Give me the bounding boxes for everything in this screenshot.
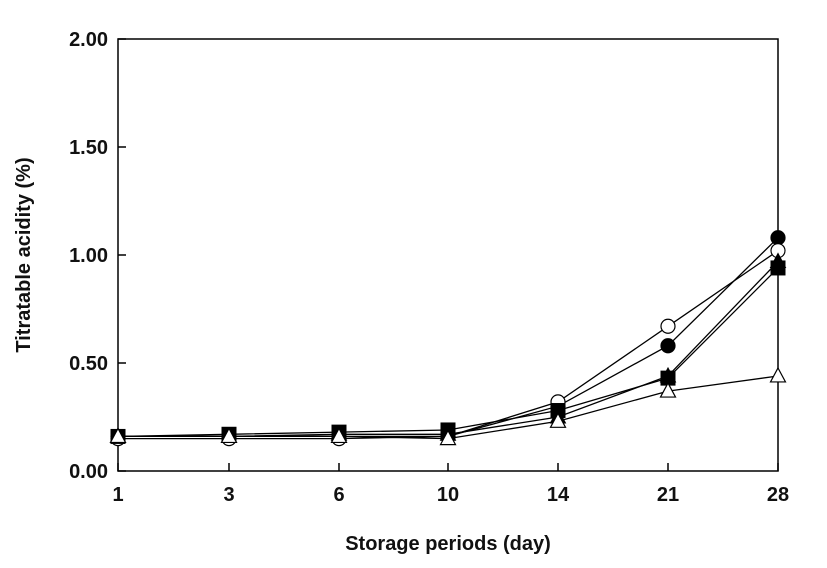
series-line-filled-circle — [118, 237, 779, 438]
x-tick-label: 10 — [437, 484, 459, 506]
data-point-open-circle — [660, 318, 676, 334]
x-tick-label: 6 — [333, 484, 344, 506]
x-tick-label: 1 — [112, 484, 123, 506]
x-tick-label: 14 — [547, 484, 570, 506]
y-tick-label: 2.00 — [69, 29, 108, 51]
data-point-filled-circle — [660, 338, 676, 354]
data-point-filled-triangle — [769, 252, 787, 268]
data-point-open-triangle — [769, 366, 787, 383]
data-point-open-triangle — [659, 381, 677, 398]
x-tick-label: 28 — [767, 484, 789, 506]
y-tick-label: 1.50 — [69, 137, 108, 159]
data-point-open-triangle — [109, 427, 127, 444]
x-axis-ticks: 1 3 6 10 14 21 28 — [112, 463, 789, 506]
y-tick-label: 0.00 — [69, 461, 108, 483]
y-axis-ticks: 0.00 0.50 1.00 1.50 2.00 — [69, 29, 126, 483]
series-line-filled-square — [117, 267, 779, 438]
series-line-open-circle — [118, 250, 779, 440]
series-line-filled-triangle — [118, 261, 779, 438]
series-lines — [117, 237, 779, 440]
data-point-open-triangle — [439, 429, 457, 446]
data-point-open-triangle — [220, 427, 238, 444]
x-tick-label: 3 — [223, 484, 234, 506]
data-point-open-triangle — [330, 427, 348, 444]
data-point-open-triangle — [549, 412, 567, 428]
plot-area-frame — [117, 38, 779, 472]
x-axis-title: Storage periods (day) — [345, 533, 551, 555]
series-markers — [109, 230, 787, 447]
y-axis-title: Titratable acidity (%) — [13, 157, 35, 352]
data-point-filled-circle — [770, 230, 786, 246]
x-tick-label: 21 — [657, 484, 679, 506]
y-tick-label: 1.00 — [69, 245, 108, 267]
y-tick-label: 0.50 — [69, 353, 108, 375]
